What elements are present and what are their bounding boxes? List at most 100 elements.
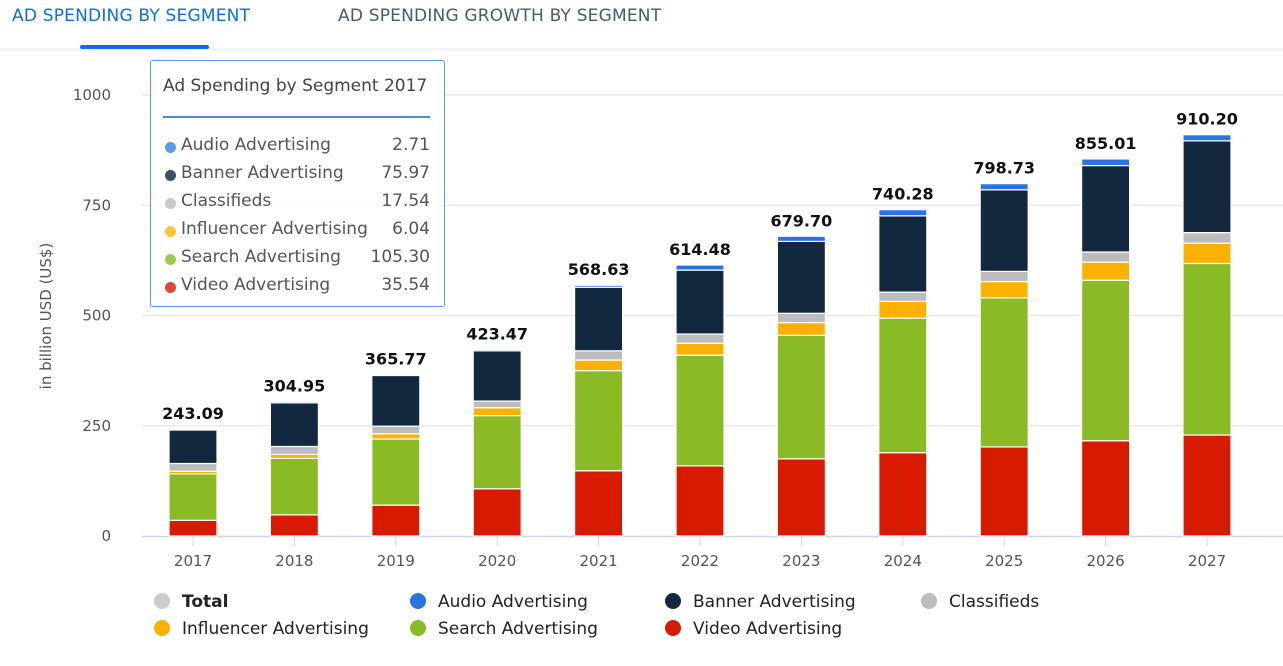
bar-segment-classifieds[interactable] <box>168 462 218 472</box>
bar-segment-banner-advertising[interactable] <box>979 189 1029 273</box>
legend-item-audio-advertising[interactable]: Audio Advertising <box>410 592 588 612</box>
tab-ad-spending-growth-by-segment[interactable]: AD SPENDING GROWTH BY SEGMENT <box>338 6 662 26</box>
bar-segment-search-advertising[interactable] <box>573 370 624 472</box>
bar-segment-video-advertising[interactable] <box>878 452 928 537</box>
bar-segment-audio-advertising[interactable] <box>573 284 624 288</box>
bar-segment-video-advertising[interactable] <box>979 446 1029 537</box>
legend-item-banner-advertising[interactable]: Banner Advertising <box>665 592 856 612</box>
bar-segment-audio-advertising[interactable] <box>472 348 522 352</box>
bar-segment-banner-advertising[interactable] <box>776 240 827 314</box>
bar-segment-classifieds[interactable] <box>472 400 522 409</box>
active-tab-indicator <box>80 45 209 49</box>
bar-segment-classifieds[interactable] <box>371 425 421 435</box>
x-tick-label: 2017 <box>174 552 212 570</box>
bar-segment-classifieds[interactable] <box>1182 231 1232 244</box>
bar-segment-audio-advertising[interactable] <box>979 183 1029 191</box>
legend-label: Video Advertising <box>693 619 842 639</box>
legend-item-influencer-advertising[interactable]: Influencer Advertising <box>154 619 369 639</box>
bar-segment-banner-advertising[interactable] <box>675 269 725 335</box>
bar-segment-video-advertising[interactable] <box>371 504 421 537</box>
bar-segment-classifieds[interactable] <box>979 270 1029 283</box>
legend-label: Influencer Advertising <box>182 619 369 639</box>
bar-segment-influencer-advertising[interactable] <box>675 342 725 356</box>
legend-item-search-advertising[interactable]: Search Advertising <box>410 619 598 639</box>
legend-marker-icon <box>410 620 426 636</box>
bar-segment-influencer-advertising[interactable] <box>371 433 421 440</box>
total-label: 304.95 <box>264 376 326 395</box>
bar-segment-video-advertising[interactable] <box>675 465 725 537</box>
tooltip-series-name: Search Advertising <box>181 247 341 267</box>
total-label: 855.01 <box>1075 134 1137 153</box>
tab-ad-spending-by-segment[interactable]: AD SPENDING BY SEGMENT <box>12 6 251 26</box>
total-label: 740.28 <box>872 185 934 204</box>
bar-segment-search-advertising[interactable] <box>269 457 319 516</box>
bar-segment-search-advertising[interactable] <box>776 334 827 460</box>
y-axis-title: in billion USD (US$) <box>37 243 55 390</box>
bar-segment-audio-advertising[interactable] <box>1080 158 1131 167</box>
bar-segment-banner-advertising[interactable] <box>1080 164 1131 253</box>
bar-segment-influencer-advertising[interactable] <box>776 321 827 336</box>
tooltip-series-value: 105.30 <box>370 247 430 267</box>
bar-segment-search-advertising[interactable] <box>979 297 1029 448</box>
series-dot-icon <box>165 142 176 153</box>
bar-segment-audio-advertising[interactable] <box>675 264 725 271</box>
bar-segment-classifieds[interactable] <box>269 445 319 456</box>
bar-segment-banner-advertising[interactable] <box>168 429 218 465</box>
tooltip-series-value: 17.54 <box>381 191 430 211</box>
legend-item-total[interactable]: Total <box>154 592 228 612</box>
bar-segment-banner-advertising[interactable] <box>878 215 928 293</box>
bar-segment-search-advertising[interactable] <box>1182 262 1232 436</box>
tooltip-row: Influencer Advertising 6.04 <box>163 219 430 243</box>
bar-segment-search-advertising[interactable] <box>472 415 522 490</box>
bar-segment-classifieds[interactable] <box>1080 251 1131 263</box>
bar-segment-banner-advertising[interactable] <box>472 350 522 402</box>
legend-label: Search Advertising <box>438 619 598 639</box>
bar-segment-banner-advertising[interactable] <box>371 374 421 427</box>
bar-segment-banner-advertising[interactable] <box>1182 140 1232 234</box>
bar-segment-search-advertising[interactable] <box>371 438 421 506</box>
bar-segment-classifieds[interactable] <box>573 350 624 361</box>
bar-segment-audio-advertising[interactable] <box>1182 134 1232 142</box>
bar-segment-video-advertising[interactable] <box>573 470 624 537</box>
bar-segment-influencer-advertising[interactable] <box>1182 242 1232 265</box>
bar-segment-search-advertising[interactable] <box>1080 279 1131 442</box>
bar-segment-influencer-advertising[interactable] <box>878 300 928 319</box>
bar-segment-video-advertising[interactable] <box>776 458 827 537</box>
tooltip-series-name: Classifieds <box>181 191 272 211</box>
bar-segment-classifieds[interactable] <box>878 291 928 302</box>
bar-segment-search-advertising[interactable] <box>675 354 725 467</box>
bar-segment-influencer-advertising[interactable] <box>979 280 1029 299</box>
legend-label: Audio Advertising <box>438 592 588 612</box>
bar-segment-influencer-advertising[interactable] <box>573 359 624 372</box>
bar-segment-influencer-advertising[interactable] <box>472 407 522 417</box>
bar-segment-banner-advertising[interactable] <box>573 286 624 352</box>
bar-segment-audio-advertising[interactable] <box>371 373 421 377</box>
total-label: 798.73 <box>973 159 1035 178</box>
x-tick-label: 2019 <box>377 552 415 570</box>
total-label: 365.77 <box>365 350 427 369</box>
bar-segment-search-advertising[interactable] <box>878 317 928 454</box>
bar-segment-classifieds[interactable] <box>776 312 827 324</box>
tooltip-row: Classifieds 17.54 <box>163 191 430 215</box>
bar-segment-audio-advertising[interactable] <box>168 428 218 431</box>
total-label: 614.48 <box>669 240 731 259</box>
bar-segment-influencer-advertising[interactable] <box>1080 261 1131 281</box>
tooltip-series-value: 2.71 <box>392 135 430 155</box>
bar-segment-video-advertising[interactable] <box>269 514 319 537</box>
bar-segment-banner-advertising[interactable] <box>269 402 319 448</box>
legend-item-classifieds[interactable]: Classifieds <box>921 592 1039 612</box>
bar-segment-audio-advertising[interactable] <box>878 209 928 217</box>
tooltip-row: Search Advertising 105.30 <box>163 247 430 271</box>
bar-segment-video-advertising[interactable] <box>1182 434 1232 537</box>
bar-segment-video-advertising[interactable] <box>168 519 218 537</box>
x-tick-label: 2022 <box>681 552 719 570</box>
bar-segment-audio-advertising[interactable] <box>269 400 319 404</box>
bar-segment-search-advertising[interactable] <box>168 473 218 521</box>
x-tick-label: 2027 <box>1188 552 1226 570</box>
legend-item-video-advertising[interactable]: Video Advertising <box>665 619 842 639</box>
tooltip-series-name: Banner Advertising <box>181 163 344 183</box>
bar-segment-classifieds[interactable] <box>675 333 725 344</box>
bar-segment-audio-advertising[interactable] <box>776 235 827 243</box>
bar-segment-video-advertising[interactable] <box>1080 440 1131 537</box>
bar-segment-video-advertising[interactable] <box>472 488 522 537</box>
